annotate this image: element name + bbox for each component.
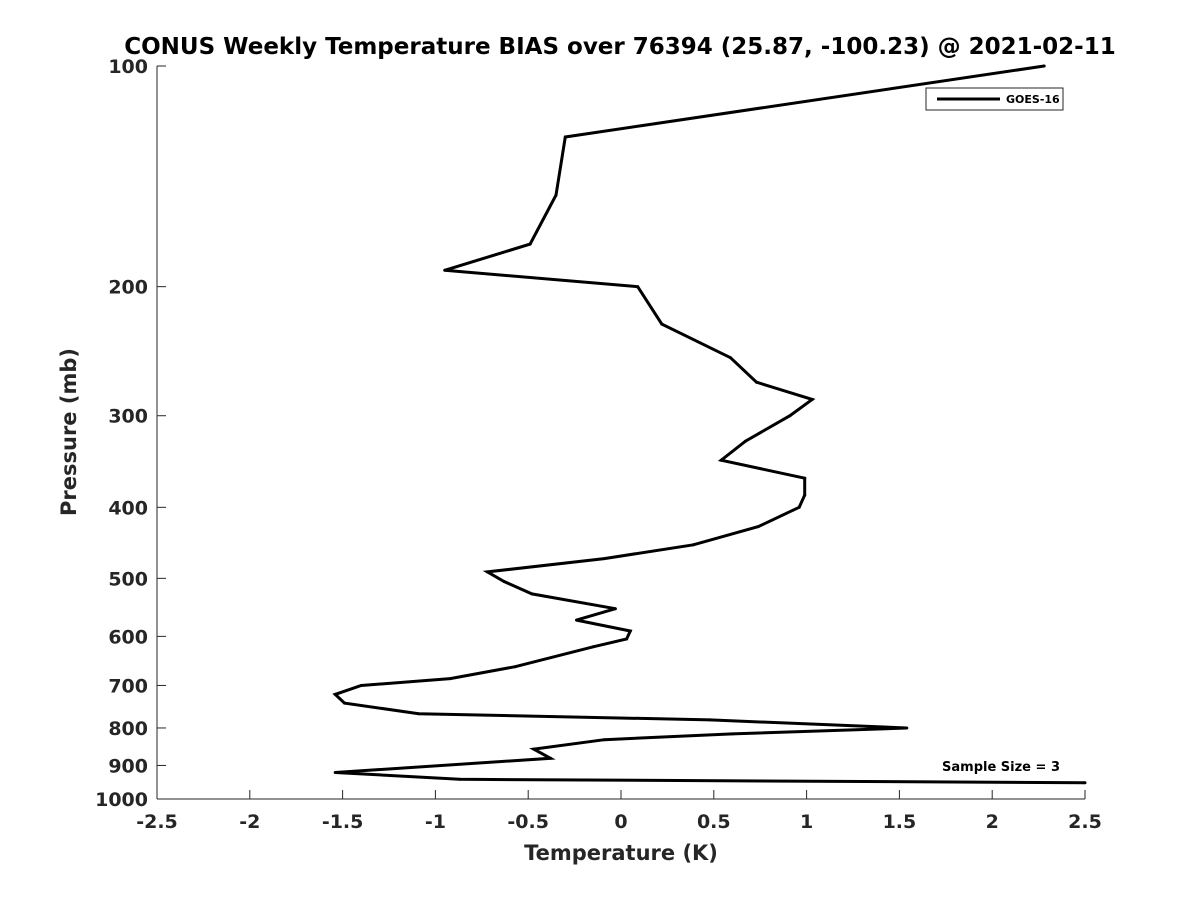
x-axis: -2.5 -2 -1.5 -1 -0.5 0 0.5 1 1.5 2 2.5	[136, 790, 1102, 833]
y-axis-label: Pressure (mb)	[57, 348, 81, 516]
data-point	[797, 505, 801, 509]
data-point	[575, 618, 578, 622]
y-tick-label: 1000	[95, 789, 148, 811]
x-tick-label: -2	[239, 811, 260, 833]
data-point	[485, 570, 489, 574]
x-tick-label: 2.5	[1068, 811, 1102, 833]
data-point	[743, 439, 747, 443]
data-point	[563, 135, 567, 139]
data-point	[359, 684, 363, 687]
data-point	[1042, 64, 1046, 68]
x-tick-label: 0.5	[697, 811, 731, 833]
x-tick-label: 2	[986, 811, 999, 833]
data-point	[691, 543, 695, 547]
data-point	[755, 380, 758, 384]
y-tick-label: 100	[108, 56, 148, 78]
data-point	[628, 629, 632, 633]
x-tick-label: 1	[800, 811, 813, 833]
x-tick-label: -1.5	[322, 811, 364, 833]
data-point	[636, 285, 640, 289]
data-point	[443, 268, 447, 272]
plot-area	[157, 66, 1085, 799]
legend: GOES-16	[925, 87, 1064, 111]
data-point	[756, 525, 760, 529]
data-point	[591, 645, 595, 649]
data-point	[625, 637, 629, 641]
y-axis: 100 200 300 400 500 600 700 800 900 1000	[95, 56, 166, 811]
data-point	[719, 458, 723, 462]
data-point	[730, 732, 734, 736]
data-point	[458, 777, 461, 781]
y-tick-label: 700	[108, 675, 148, 697]
sample-size-annotation: Sample Size = 3	[942, 760, 1060, 775]
chart-title: CONUS Weekly Temperature BIAS over 76394…	[124, 34, 1115, 60]
data-point	[530, 592, 534, 596]
y-tick-label: 200	[108, 277, 148, 299]
x-axis-label: Temperature (K)	[524, 841, 718, 865]
data-point	[333, 771, 337, 774]
data-point	[788, 414, 792, 418]
data-point	[810, 397, 814, 401]
data-point	[333, 692, 337, 696]
data-point	[602, 738, 606, 742]
y-tick-label: 500	[108, 568, 148, 590]
data-point	[532, 747, 536, 751]
y-tick-label: 300	[108, 406, 148, 428]
legend-label: GOES-16	[1006, 93, 1060, 106]
x-tick-label: 1.5	[883, 811, 917, 833]
data-point	[803, 476, 807, 480]
y-tick-label: 400	[108, 497, 148, 519]
data-point	[549, 756, 552, 760]
series-line-goes-16	[332, 64, 1086, 785]
data-point	[513, 665, 517, 669]
x-tick-label: -0.5	[507, 811, 549, 833]
y-tick-label: 600	[108, 626, 148, 648]
data-point	[528, 242, 532, 246]
series-layer	[332, 64, 1087, 785]
data-point	[448, 677, 452, 681]
data-point	[602, 557, 606, 561]
data-point	[554, 193, 558, 197]
x-tick-label: -1	[425, 811, 446, 833]
y-tick-label: 900	[108, 755, 148, 777]
data-point	[417, 712, 421, 716]
data-point	[905, 726, 909, 730]
data-point	[708, 718, 712, 722]
x-tick-label: 0	[614, 811, 627, 833]
data-point	[803, 493, 807, 497]
data-point	[729, 356, 732, 360]
data-point	[502, 580, 506, 583]
data-point	[343, 701, 346, 705]
data-point	[613, 607, 617, 611]
data-point	[1083, 781, 1087, 785]
y-tick-label: 800	[108, 718, 148, 740]
data-point	[660, 322, 664, 326]
x-tick-label: -2.5	[136, 811, 178, 833]
